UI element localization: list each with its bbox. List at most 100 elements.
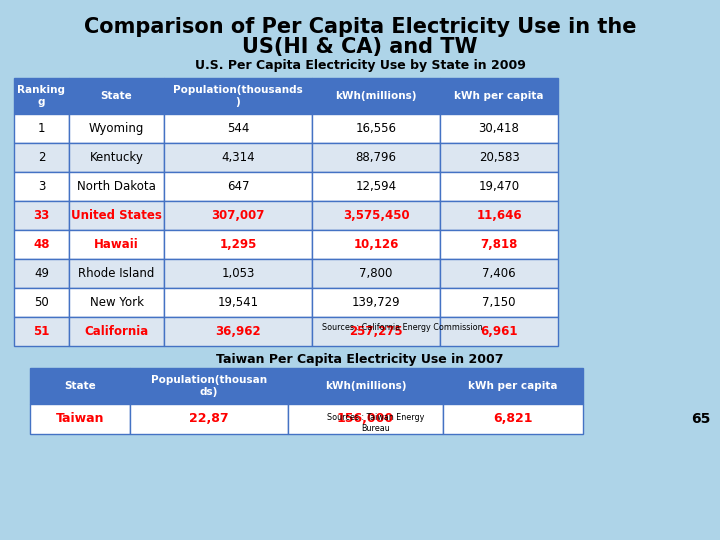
Text: 16,556: 16,556 [356,122,397,135]
Text: 3: 3 [38,180,45,193]
Bar [440,288,558,317]
Bar [312,172,440,201]
Bar [443,368,583,404]
Text: 7,150: 7,150 [482,296,516,309]
Bar [440,230,558,259]
Text: Taiwan: Taiwan [55,413,104,426]
Text: Rhode Island: Rhode Island [78,267,155,280]
Text: 1: 1 [37,122,45,135]
Text: 49: 49 [34,267,49,280]
Text: Wyoming: Wyoming [89,122,144,135]
Text: Sources : California Energy Commission: Sources : California Energy Commission [322,323,482,332]
Bar [14,259,69,288]
Bar [130,404,288,434]
Text: 20,583: 20,583 [479,151,519,164]
Text: 50: 50 [34,296,49,309]
Text: 51: 51 [33,325,50,338]
Text: 2: 2 [37,151,45,164]
Bar [312,143,440,172]
Bar [440,172,558,201]
Text: US(HI & CA) and TW: US(HI & CA) and TW [242,37,478,57]
Text: 544: 544 [227,122,249,135]
Text: 11,646: 11,646 [476,209,522,222]
Text: 257,275: 257,275 [349,325,402,338]
Bar [30,404,130,434]
Bar [69,288,164,317]
Bar [288,368,443,404]
Text: Population(thousan
ds): Population(thousan ds) [151,375,267,397]
Bar [312,288,440,317]
Bar [69,114,164,143]
Text: 22,87: 22,87 [189,413,229,426]
Text: kWh per capita: kWh per capita [454,91,544,101]
Bar [14,288,69,317]
Text: 12,594: 12,594 [356,180,397,193]
Text: 19,470: 19,470 [478,180,520,193]
Bar [164,230,312,259]
Bar [164,317,312,346]
Bar [164,172,312,201]
Bar [164,288,312,317]
Bar [69,259,164,288]
Bar [312,114,440,143]
Text: 7,800: 7,800 [359,267,392,280]
Text: 88,796: 88,796 [356,151,397,164]
Bar [443,404,583,434]
Text: 139,729: 139,729 [351,296,400,309]
Bar [14,114,69,143]
Text: United States: United States [71,209,162,222]
Text: 19,541: 19,541 [217,296,258,309]
Text: 307,007: 307,007 [211,209,265,222]
Text: 1,295: 1,295 [220,238,257,251]
Text: Hawaii: Hawaii [94,238,139,251]
Text: kWh(millions): kWh(millions) [336,91,417,101]
Bar [14,201,69,230]
Bar [312,230,440,259]
Text: kWh(millions): kWh(millions) [325,381,406,391]
Text: Comparison of Per Capita Electricity Use in the: Comparison of Per Capita Electricity Use… [84,17,636,37]
Bar [440,78,558,114]
Bar [288,404,443,434]
Text: 6,961: 6,961 [480,325,518,338]
Bar [69,230,164,259]
Text: 1,053: 1,053 [221,267,255,280]
Bar [14,78,69,114]
Bar [164,259,312,288]
Text: 33: 33 [33,209,50,222]
Bar [69,172,164,201]
Text: U.S. Per Capita Electricity Use by State in 2009: U.S. Per Capita Electricity Use by State… [194,58,526,71]
Text: 156,000: 156,000 [337,413,394,426]
Text: 6,821: 6,821 [493,413,533,426]
Text: 3,575,450: 3,575,450 [343,209,409,222]
Bar [130,368,288,404]
Bar [69,143,164,172]
Text: 36,962: 36,962 [215,325,261,338]
Text: 30,418: 30,418 [479,122,519,135]
Text: kWh per capita: kWh per capita [468,381,558,391]
Bar [164,114,312,143]
Text: 48: 48 [33,238,50,251]
Text: 4,314: 4,314 [221,151,255,164]
Bar [440,317,558,346]
Bar [14,317,69,346]
Bar [164,143,312,172]
Bar [69,78,164,114]
Bar [164,201,312,230]
Text: 7,818: 7,818 [480,238,518,251]
Bar [164,78,312,114]
Bar [312,317,440,346]
Bar [312,259,440,288]
Text: New York: New York [89,296,143,309]
Text: 647: 647 [227,180,249,193]
Text: California: California [84,325,148,338]
Text: Sources : Taiwan Energy
Bureau: Sources : Taiwan Energy Bureau [327,413,424,433]
Bar [440,201,558,230]
Text: Population(thousands
): Population(thousands ) [173,85,303,107]
Bar [69,201,164,230]
Bar [14,172,69,201]
Text: 65: 65 [690,412,710,426]
Text: State: State [101,91,132,101]
Text: Ranking
g: Ranking g [17,85,66,107]
Bar [312,78,440,114]
Bar [30,368,130,404]
